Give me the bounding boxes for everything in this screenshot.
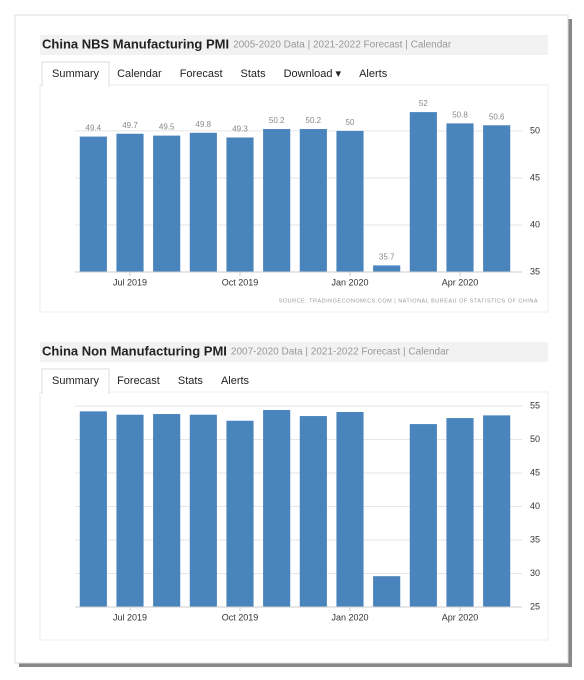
x-tick-label: Jan 2020 <box>331 277 368 287</box>
data-label: 50 <box>346 118 355 127</box>
y-tick-label: 40 <box>530 501 540 511</box>
active-tab <box>41 61 110 87</box>
bar <box>189 132 217 272</box>
tab[interactable]: Stats <box>178 375 204 387</box>
data-label: 49.3 <box>232 125 248 134</box>
x-tick-label: Jan 2020 <box>331 612 368 622</box>
bar <box>373 576 401 607</box>
bar <box>336 130 364 272</box>
tab[interactable]: Forecast <box>117 375 160 387</box>
bar <box>299 129 327 272</box>
y-tick-label: 25 <box>530 601 540 611</box>
data-label: 50.2 <box>306 116 322 125</box>
bar <box>336 412 364 607</box>
chart-title: China Non Manufacturing PMI <box>42 343 227 358</box>
y-tick-label: 40 <box>530 219 540 229</box>
bar <box>226 137 254 272</box>
y-tick-label: 45 <box>530 467 540 477</box>
bar <box>116 133 144 272</box>
tab[interactable]: Download ▾ <box>284 68 342 80</box>
bar <box>263 129 291 272</box>
x-tick-label: Oct 2019 <box>222 277 259 287</box>
bar <box>226 420 254 607</box>
bar <box>373 265 401 272</box>
tab[interactable]: Summary <box>52 375 100 387</box>
y-tick-label: 35 <box>530 266 540 276</box>
bar <box>483 415 511 607</box>
data-label: 49.8 <box>196 120 212 129</box>
data-label: 50.6 <box>489 112 505 121</box>
data-label: 50.2 <box>269 116 285 125</box>
bar <box>409 112 437 272</box>
y-tick-label: 50 <box>530 125 540 135</box>
bar <box>483 125 511 273</box>
bar <box>446 123 474 272</box>
tab[interactable]: Summary <box>52 68 100 80</box>
bar <box>153 135 181 272</box>
data-label: 52 <box>419 99 428 108</box>
tab[interactable]: Alerts <box>359 68 388 80</box>
title-bar <box>40 342 548 362</box>
panel <box>39 84 549 313</box>
y-tick-label: 45 <box>530 172 540 182</box>
x-tick-label: Apr 2020 <box>442 277 479 287</box>
y-tick-label: 55 <box>530 400 540 410</box>
data-label: 35.7 <box>379 253 395 262</box>
x-tick-label: Apr 2020 <box>442 612 479 622</box>
data-label: 49.7 <box>122 121 138 130</box>
bar <box>299 416 327 607</box>
x-tick-label: Oct 2019 <box>222 612 259 622</box>
bar <box>189 414 217 607</box>
x-tick-label: Jul 2019 <box>113 612 147 622</box>
data-label: 50.8 <box>452 111 468 120</box>
y-tick-label: 50 <box>530 434 540 444</box>
active-tab <box>41 368 110 394</box>
bar <box>79 411 107 607</box>
tab[interactable]: Alerts <box>221 375 250 387</box>
source: SOURCE: TRADINGECONOMICS.COM | NATIONAL … <box>279 298 538 304</box>
bar <box>79 136 107 272</box>
chart-subtitle: 2007-2020 Data | 2021-2022 Forecast | Ca… <box>231 347 450 358</box>
bar <box>446 418 474 607</box>
panel <box>39 391 549 641</box>
data-label: 49.4 <box>86 124 102 133</box>
chart-title: China NBS Manufacturing PMI <box>42 36 229 51</box>
y-tick-label: 30 <box>530 568 540 578</box>
chart-subtitle: 2005-2020 Data | 2021-2022 Forecast | Ca… <box>233 40 452 51</box>
bar <box>263 410 291 607</box>
tab[interactable]: Calendar <box>117 68 162 80</box>
data-label: 49.5 <box>159 123 175 132</box>
tab[interactable]: Forecast <box>180 68 223 80</box>
bar <box>116 414 144 607</box>
title-bar <box>40 35 548 55</box>
y-tick-label: 35 <box>530 534 540 544</box>
x-tick-label: Jul 2019 <box>113 277 147 287</box>
frame <box>14 14 569 664</box>
bar <box>153 414 181 607</box>
tab[interactable]: Stats <box>241 68 267 80</box>
bar <box>409 424 437 607</box>
